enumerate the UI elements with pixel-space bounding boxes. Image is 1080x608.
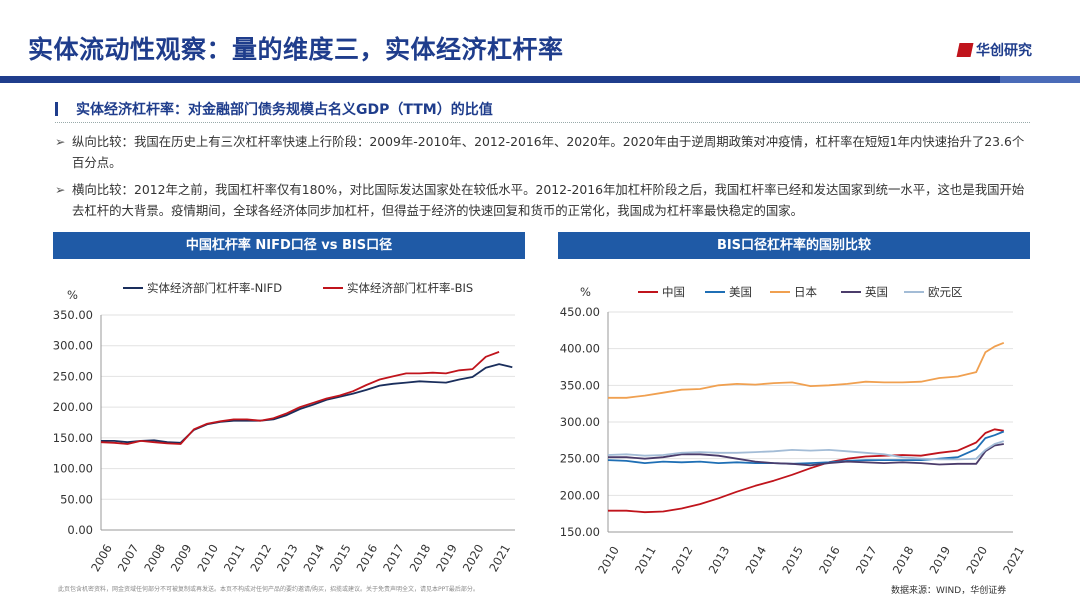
x-tick-label: 2013	[274, 542, 301, 574]
x-tick-label: 2016	[354, 542, 381, 574]
company-logo: 华创研究	[956, 40, 1032, 60]
x-tick-label: 2017	[380, 542, 407, 574]
x-tick-label: 2019	[927, 544, 954, 576]
bullet-text: 横向比较：2012年之前，我国杠杆率仅有180%，对比国际发达国家处在较低水平。…	[72, 182, 1025, 218]
x-tick-label: 2020	[963, 544, 990, 576]
series-line-3	[608, 443, 1004, 467]
x-tick-label: 2018	[407, 542, 434, 574]
subtitle-text: 实体经济杠杆率：对金融部门债务规模占名义GDP（TTM）的比值	[76, 102, 493, 118]
x-tick-label: 2011	[632, 544, 659, 576]
legend-label: 中国	[662, 285, 685, 299]
logo-text: 华创研究	[976, 43, 1032, 59]
header-divider	[0, 76, 1080, 83]
x-tick-label: 2014	[742, 544, 769, 576]
series-line-0	[608, 428, 1004, 514]
series-line-2	[608, 341, 1005, 399]
y-tick-label: 300.00	[560, 415, 600, 429]
y-tick-label: 200.00	[53, 400, 93, 414]
data-source: 数据来源：WIND，华创证券	[891, 586, 1007, 596]
x-tick-label: 2015	[779, 544, 806, 576]
legend-label: 欧元区	[928, 285, 963, 299]
x-tick-label: 2011	[221, 542, 248, 574]
x-tick-label: 2012	[247, 542, 274, 574]
x-tick-label: 2020	[460, 542, 487, 574]
logo-mark-icon	[956, 43, 974, 57]
legend-label: 美国	[729, 285, 752, 299]
x-tick-label: 2012	[669, 544, 696, 576]
y-tick-label: 350.00	[53, 308, 93, 322]
y-axis-unit: %	[67, 288, 78, 302]
x-tick-label: 2008	[141, 542, 168, 574]
y-tick-label: 250.00	[53, 369, 93, 383]
y-axis-unit: %	[580, 285, 591, 299]
x-tick-label: 2021	[1000, 544, 1027, 576]
x-tick-label: 2014	[300, 542, 327, 574]
series-line-0	[101, 363, 513, 444]
y-tick-label: 150.00	[53, 431, 93, 445]
legend-label: 英国	[865, 285, 888, 299]
x-tick-label: 2010	[595, 544, 622, 576]
bullet-text: 纵向比较：我国在历史上有三次杠杆率快速上行阶段：2009年-2010年、2012…	[72, 134, 1025, 170]
legend-label: 实体经济部门杠杆率-BIS	[347, 281, 473, 295]
series-line-1	[607, 430, 1005, 465]
y-tick-label: 150.00	[560, 525, 600, 539]
x-tick-label: 2010	[194, 542, 221, 574]
subtitle-underline	[55, 122, 1030, 123]
chart-right-title: BIS口径杠杆率的国别比较	[558, 232, 1030, 259]
x-tick-label: 2019	[433, 542, 460, 574]
x-tick-label: 2018	[890, 544, 917, 576]
y-tick-label: 50.00	[60, 492, 93, 506]
chart-left-title: 中国杠杆率 NIFD口径 vs BIS口径	[53, 232, 525, 259]
page-title: 实体流动性观察：量的维度三，实体经济杠杆率	[28, 35, 564, 64]
series-line-4	[607, 440, 1005, 461]
bullet-arrow-icon: ➢	[55, 134, 66, 149]
chart-nifd-vs-bis: 0.00 50.00 100.00 150.00 200.00 250.00 300.00 3…	[53, 281, 515, 574]
y-tick-label: 350.00	[560, 378, 600, 392]
y-tick-label: 300.00	[53, 339, 93, 353]
header-divider-accent	[1000, 76, 1080, 83]
x-tick-label: 2006	[88, 542, 115, 574]
x-tick-label: 2015	[327, 542, 354, 574]
x-tick-label: 2009	[168, 542, 195, 574]
subtitle-bar-icon	[55, 102, 58, 116]
y-tick-label: 250.00	[560, 452, 600, 466]
chart-bis-country-comparison: 150.00 200.00 250.00 300.00 350.00 400.00 450.…	[560, 285, 1027, 576]
bullet-arrow-icon: ➢	[55, 182, 66, 197]
x-tick-label: 2021	[486, 542, 513, 574]
y-tick-label: 0.00	[67, 523, 93, 537]
x-tick-label: 2017	[853, 544, 880, 576]
x-tick-label: 2007	[115, 542, 142, 574]
legend-label: 实体经济部门杠杆率-NIFD	[147, 281, 282, 295]
bullet-vertical-comparison: ➢ 纵向比较：我国在历史上有三次杠杆率快速上行阶段：2009年-2010年、20…	[55, 131, 1035, 173]
legend-label: 日本	[794, 285, 817, 299]
bullet-horizontal-comparison: ➢ 横向比较：2012年之前，我国杠杆率仅有180%，对比国际发达国家处在较低水…	[55, 179, 1035, 221]
x-tick-label: 2016	[816, 544, 843, 576]
y-tick-label: 400.00	[560, 342, 600, 356]
y-tick-label: 100.00	[53, 462, 93, 476]
section-subtitle: 实体经济杠杆率：对金融部门债务规模占名义GDP（TTM）的比值	[55, 99, 493, 119]
disclaimer: 此页包含机密资料，网金资域任何部分不可被复制或再发送。本页不构成对任何产品的要约…	[58, 586, 479, 593]
y-tick-label: 200.00	[560, 488, 600, 502]
y-tick-label: 450.00	[560, 305, 600, 319]
x-tick-label: 2013	[706, 544, 733, 576]
series-line-1	[100, 351, 500, 445]
